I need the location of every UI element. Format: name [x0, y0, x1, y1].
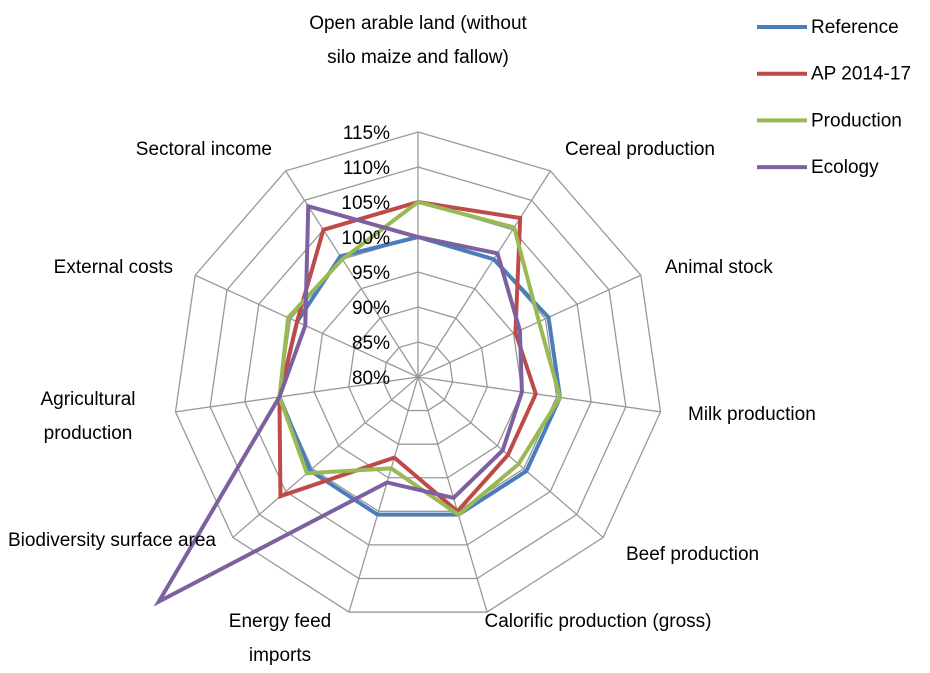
r-tick-label: 105%: [341, 193, 390, 214]
category-label: Agricultural production: [40, 389, 136, 444]
series-line: [277, 199, 563, 518]
spoke: [417, 376, 661, 413]
spoke: [417, 376, 604, 538]
r-tick-label: 110%: [343, 158, 390, 179]
category-label: Open arable land (without silo maize and…: [309, 13, 527, 68]
legend-label: Reference: [811, 17, 899, 38]
r-tick-label: 80%: [352, 368, 390, 389]
category-label: Energy feed imports: [228, 611, 332, 666]
spoke: [417, 170, 552, 378]
grid-ring: [382, 341, 454, 412]
grid-ring: [209, 166, 627, 580]
spoke: [417, 376, 488, 613]
grid-ring: [244, 201, 592, 546]
series-line: [153, 203, 524, 607]
category-label: Milk production: [688, 404, 816, 425]
spoke: [175, 376, 419, 413]
series-line: [277, 199, 538, 515]
r-tick-label: 100%: [341, 228, 390, 249]
grid-ring: [174, 131, 662, 613]
r-tick-label: 90%: [352, 298, 390, 319]
category-label: Calorific production (gross): [484, 611, 712, 632]
spoke: [232, 376, 419, 538]
legend-label: AP 2014-17: [811, 64, 911, 85]
category-label: Biodiversity surface area: [7, 530, 217, 551]
category-label: External costs: [53, 257, 173, 278]
category-label: Sectoral income: [135, 139, 272, 160]
legend-label: Ecology: [811, 157, 879, 178]
category-label: Animal stock: [665, 257, 773, 278]
category-label: Beef production: [626, 544, 760, 565]
r-tick-label: 115%: [343, 123, 390, 144]
spoke: [417, 274, 642, 378]
r-tick-label: 95%: [352, 263, 390, 284]
spoke: [348, 376, 419, 613]
category-label: Cereal production: [565, 139, 715, 160]
grid-ring: [348, 306, 488, 445]
r-tick-label: 85%: [352, 333, 390, 354]
legend-label: Production: [811, 110, 902, 131]
